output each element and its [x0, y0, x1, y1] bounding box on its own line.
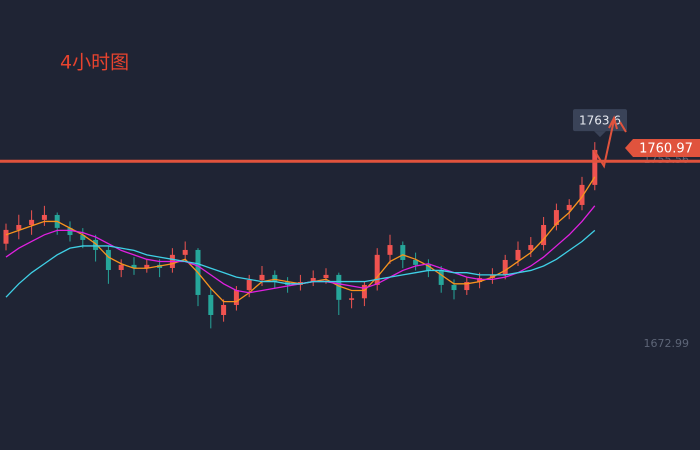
candle-body — [259, 274, 265, 281]
candle-body — [272, 274, 278, 283]
arrow-annotation — [593, 115, 627, 169]
candle-body — [336, 274, 342, 300]
moving-average-line — [5, 229, 596, 298]
candle-body — [579, 184, 585, 205]
candle-body — [182, 249, 188, 255]
candle-body — [29, 219, 35, 225]
candle-body — [438, 270, 444, 285]
candle-body — [502, 259, 508, 275]
candle-body — [361, 284, 367, 299]
candle-body — [528, 245, 534, 250]
candle-body — [400, 245, 406, 260]
candle-body — [553, 210, 559, 225]
candle-body — [349, 298, 355, 300]
candle-body — [3, 229, 9, 244]
candle-body — [246, 280, 252, 291]
candle-body — [566, 204, 572, 211]
candle-body — [310, 278, 316, 283]
candle-body — [592, 149, 598, 185]
price-tag — [625, 138, 700, 157]
price-tag-label: 1760.97 — [639, 141, 693, 156]
candle-body — [387, 245, 393, 255]
candle-body — [323, 274, 329, 279]
candle-body — [464, 282, 470, 291]
candle-body — [425, 264, 431, 270]
candle-body — [374, 254, 380, 285]
candle-body — [131, 264, 137, 268]
candle-body — [477, 278, 483, 283]
candle-body — [93, 239, 99, 250]
candle-body — [67, 227, 73, 236]
candle-body — [105, 249, 111, 270]
y-tick-label: 1672.99 — [644, 337, 690, 350]
chart-title: 4小时图 — [60, 52, 129, 74]
candle-body — [208, 294, 214, 315]
candle-body — [41, 214, 47, 220]
candle-body — [541, 225, 547, 246]
candle-body — [233, 290, 239, 305]
candle-body — [80, 235, 86, 240]
candle-body — [413, 259, 419, 265]
candle-body — [144, 264, 150, 268]
high-tooltip-pointer — [594, 131, 606, 138]
candle-body — [451, 284, 457, 291]
candle-body — [16, 225, 22, 230]
candle-body — [515, 249, 521, 260]
candle-body — [118, 264, 124, 270]
candle-body — [221, 304, 227, 315]
